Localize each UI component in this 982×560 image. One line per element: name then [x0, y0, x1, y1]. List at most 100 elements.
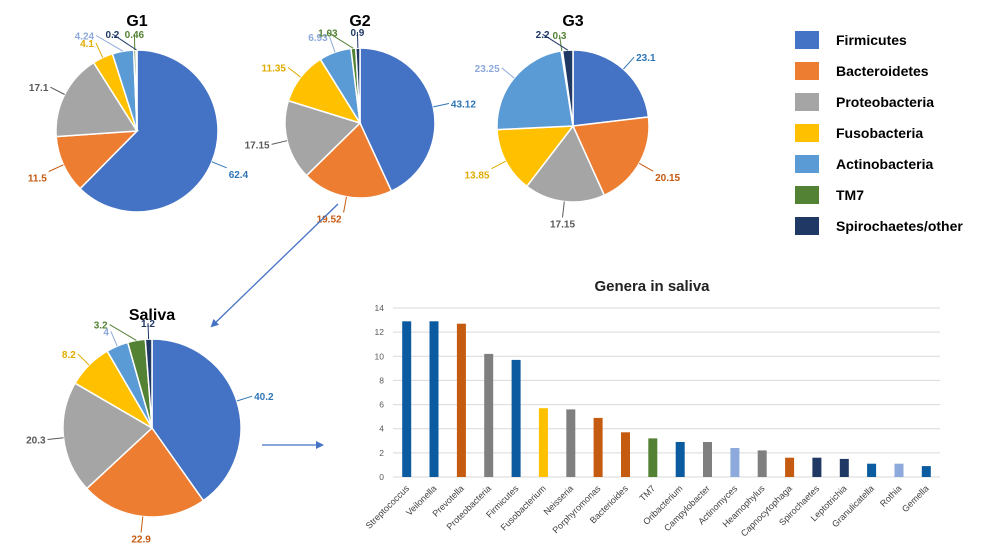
bar-fusobacterium: [538, 408, 548, 477]
legend-label: Fusobacteria: [836, 124, 924, 141]
pie-leader-line: [95, 35, 124, 52]
pie-value-label: 0.2: [105, 30, 119, 41]
pie-leader-line: [236, 395, 253, 402]
y-tick-label: 12: [375, 327, 385, 337]
legend-swatch: [795, 185, 819, 204]
pie-value-label: 22.9: [131, 534, 151, 545]
pie-leader-line: [271, 140, 288, 145]
pie-leader-line: [147, 323, 150, 340]
phylum-legend: Firmicutes Bacteroidetes Proteobacteria …: [795, 24, 980, 241]
pie-title: G2: [349, 13, 370, 30]
pie-leader-line: [211, 161, 227, 169]
y-tick-label: 8: [379, 375, 384, 385]
pie-value-label: 0.46: [125, 30, 145, 41]
legend-swatch: [795, 123, 819, 142]
pie-value-label: 4: [103, 327, 109, 338]
legend-label: Proteobacteria: [836, 93, 935, 110]
pie-leader-line: [47, 437, 64, 440]
pie-leader-line: [433, 103, 450, 108]
pie-leader-line: [559, 34, 563, 51]
bar-gemella: [921, 466, 931, 477]
bar-granulicatella: [867, 463, 877, 477]
bar-leptotrichia: [839, 458, 849, 477]
bar-oribacterium: [675, 442, 685, 477]
pie-value-label: 0.9: [350, 28, 364, 39]
y-tick-label: 0: [379, 472, 384, 482]
pie-value-label: 43.12: [451, 100, 476, 111]
bar-bacterioides: [621, 432, 630, 477]
pie-leader-line: [109, 324, 137, 341]
legend-label: Actinobacteria: [836, 155, 934, 172]
pie-value-label: 20.15: [655, 173, 680, 184]
pie-value-label: 4.24: [75, 32, 95, 43]
bar-tm7: [648, 438, 658, 477]
bar-heamophylus: [757, 450, 767, 477]
pie-value-label: 0.3: [553, 31, 567, 42]
pie-leader-line: [638, 162, 654, 172]
pie-value-label: 20.3: [26, 436, 46, 447]
pie-slice: [284, 99, 362, 177]
pie-value-label: 13.85: [464, 171, 489, 182]
pie-value-label: 17.15: [245, 140, 270, 151]
bar-veilonella: [429, 321, 439, 477]
legend-item-actinobacteria: Actinobacteria: [795, 148, 980, 179]
arrow-g2-to-saliva: [210, 203, 339, 328]
pie-value-label: 62.4: [229, 170, 249, 181]
pie-slice: [572, 49, 650, 127]
legend-swatch: [795, 92, 819, 111]
y-tick-label: 14: [375, 303, 385, 313]
pie-slice: [354, 47, 361, 124]
pie-slice: [79, 49, 219, 213]
pie-value-label: 23.1: [636, 53, 656, 64]
pie-leader-line: [356, 31, 359, 49]
pie-value-label: 17.1: [29, 83, 49, 94]
pie-value-label: 19.52: [317, 215, 342, 226]
y-tick-label: 2: [379, 448, 384, 458]
x-tick-label: Rothia: [878, 483, 903, 508]
pie-slice: [135, 49, 138, 132]
pie-leader-line: [343, 196, 347, 213]
pie-leader-line: [501, 67, 515, 79]
pie-leader-line: [95, 42, 104, 58]
legend-label: Spirochaetes/other: [836, 217, 963, 234]
pie-leader-line: [50, 86, 65, 95]
bar-porphyromonas: [593, 417, 603, 477]
legend-swatch: [795, 216, 819, 235]
x-tick-label: Porphyromonas: [551, 483, 603, 535]
pie-value-label: 23.25: [475, 64, 500, 75]
legend-label: TM7: [836, 186, 864, 203]
pie-g3: 23.1 20.15 17.15 13.85 23.25 0.32.2 G3: [464, 13, 680, 230]
legend-label: Firmicutes: [836, 31, 907, 48]
bar-chart-title: Genera in saliva: [594, 278, 710, 295]
bar-rothia: [894, 463, 904, 477]
pie-value-label: 6.93: [308, 33, 328, 44]
pie-leader-line: [329, 37, 336, 53]
legend-item-spirochaetes-other: Spirochaetes/other: [795, 210, 980, 241]
pie-g2: 43.12 19.52 17.15 11.35 6.931.03 0.9G2: [245, 13, 477, 226]
legend-item-fusobacteria: Fusobacteria: [795, 117, 980, 148]
bar-firmicutes: [511, 359, 521, 477]
y-tick-label: 4: [379, 424, 384, 434]
pie-g1: 62.4 11.5 17.1 4.14.24 0.46 0.2 G1: [28, 13, 249, 213]
genera-bar-chart: Genera in saliva 0 2 4 6 8 10 12 14 Streptococcu…: [364, 278, 940, 539]
pie-leader-line: [48, 164, 64, 172]
pie-slice: [151, 338, 242, 502]
bar-neisseria: [566, 409, 576, 477]
pie-value-label: 1.2: [141, 319, 155, 330]
pie-slice: [62, 382, 154, 490]
legend-item-proteobacteria: Proteobacteria: [795, 86, 980, 117]
legend-item-firmicutes: Firmicutes: [795, 24, 980, 55]
bar-prevotella: [456, 323, 466, 477]
pie-leader-line: [562, 201, 565, 218]
y-tick-label: 6: [379, 400, 384, 410]
bar-actinomyces: [730, 448, 740, 477]
pie-slice: [305, 121, 393, 199]
legend-item-tm7: TM7: [795, 179, 980, 210]
pie-value-label: 4.1: [80, 39, 94, 50]
pie-title: G1: [126, 13, 147, 30]
bar-spirochaetes: [812, 457, 822, 477]
pie-value-label: 8.2: [62, 350, 76, 361]
bar-capnocytophaga: [785, 457, 795, 477]
